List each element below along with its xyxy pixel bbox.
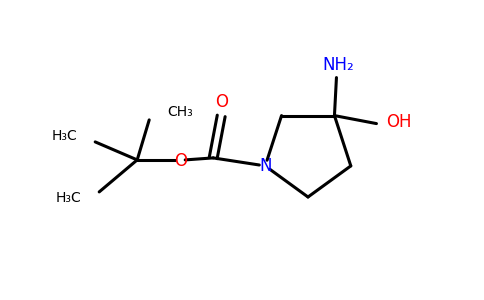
Text: O: O (215, 93, 227, 111)
Text: OH: OH (386, 112, 411, 130)
Text: CH₃: CH₃ (167, 105, 193, 119)
Text: O: O (174, 152, 187, 170)
Text: NH₂: NH₂ (322, 56, 354, 74)
Text: H₃C: H₃C (56, 191, 81, 205)
Text: H₃C: H₃C (51, 129, 77, 143)
Text: N: N (259, 157, 272, 175)
